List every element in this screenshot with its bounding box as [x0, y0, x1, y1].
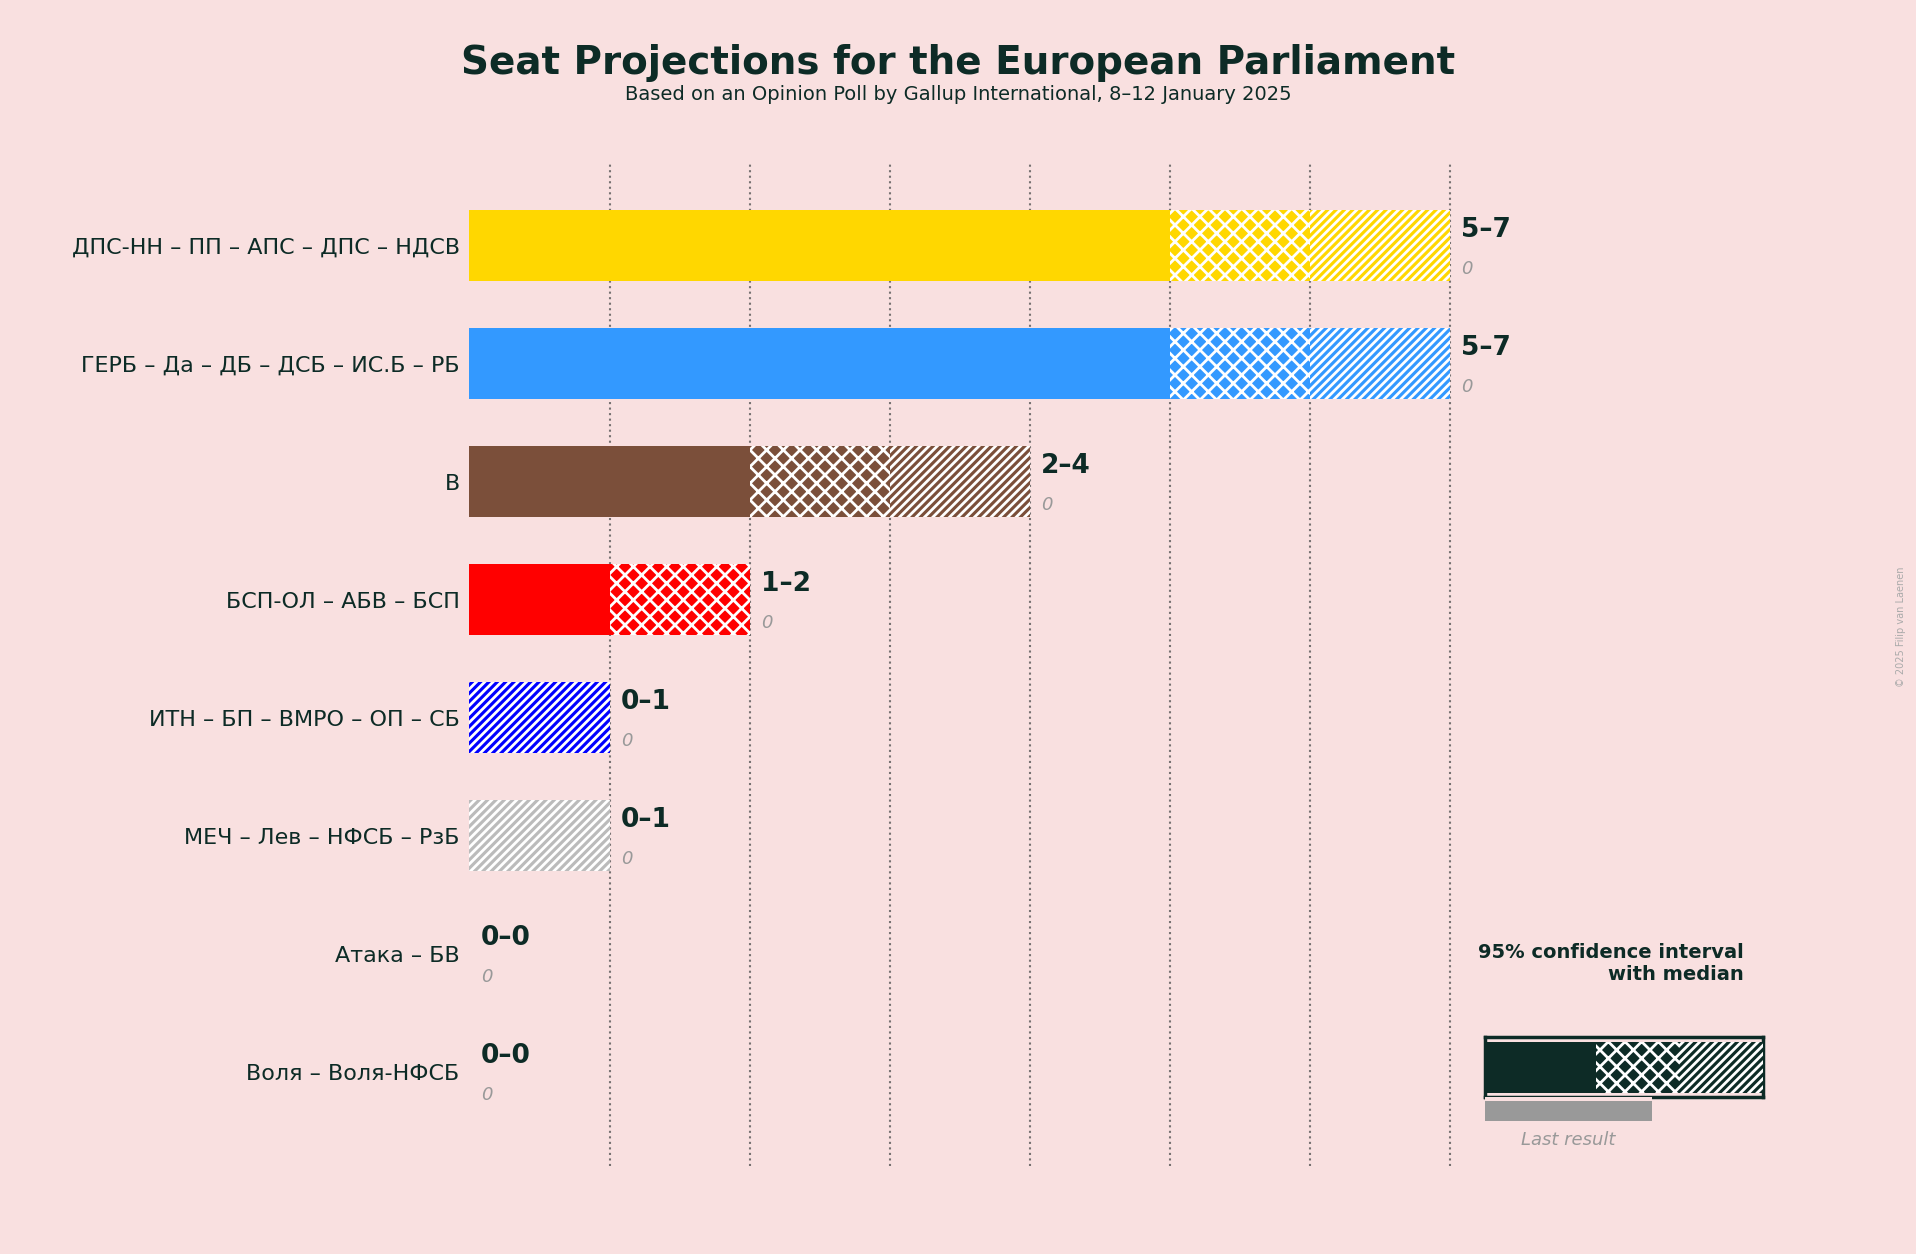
Bar [469, 446, 749, 517]
Text: Last result: Last result [1521, 1131, 1615, 1149]
Bar [1678, 1042, 1763, 1092]
Text: 0–0: 0–0 [481, 925, 531, 952]
Bar [1485, 1042, 1596, 1092]
Text: 0–0: 0–0 [481, 1043, 531, 1070]
Bar [1171, 211, 1311, 281]
Bar [469, 682, 609, 754]
Bar [1171, 329, 1311, 399]
Bar [1596, 1042, 1678, 1092]
Text: 0–1: 0–1 [621, 808, 671, 834]
Text: 0–1: 0–1 [621, 690, 671, 715]
Text: © 2025 Filip van Laenen: © 2025 Filip van Laenen [1897, 567, 1906, 687]
Text: 0: 0 [481, 968, 492, 987]
Text: 0: 0 [1462, 261, 1473, 278]
Text: 0: 0 [1462, 379, 1473, 396]
Bar [469, 211, 1171, 281]
Bar [469, 564, 609, 635]
Text: 0: 0 [761, 614, 772, 632]
Bar [469, 800, 609, 872]
Text: 0: 0 [621, 850, 632, 868]
Bar [469, 329, 1171, 399]
Text: 0: 0 [621, 732, 632, 750]
Bar [1485, 1101, 1652, 1121]
Bar [1311, 211, 1450, 281]
Text: 5–7: 5–7 [1462, 217, 1512, 243]
Text: 95% confidence interval
with median: 95% confidence interval with median [1477, 943, 1744, 984]
Bar [889, 446, 1031, 517]
Bar [609, 564, 749, 635]
Text: 1–2: 1–2 [761, 572, 810, 597]
Text: 0: 0 [1040, 497, 1052, 514]
Text: Seat Projections for the European Parliament: Seat Projections for the European Parlia… [462, 44, 1454, 82]
Text: 5–7: 5–7 [1462, 335, 1512, 361]
Text: 0: 0 [481, 1086, 492, 1105]
Text: Based on an Opinion Poll by Gallup International, 8–12 January 2025: Based on an Opinion Poll by Gallup Inter… [625, 85, 1291, 104]
Bar [1311, 329, 1450, 399]
Text: 2–4: 2–4 [1040, 454, 1090, 479]
Bar [749, 446, 889, 517]
